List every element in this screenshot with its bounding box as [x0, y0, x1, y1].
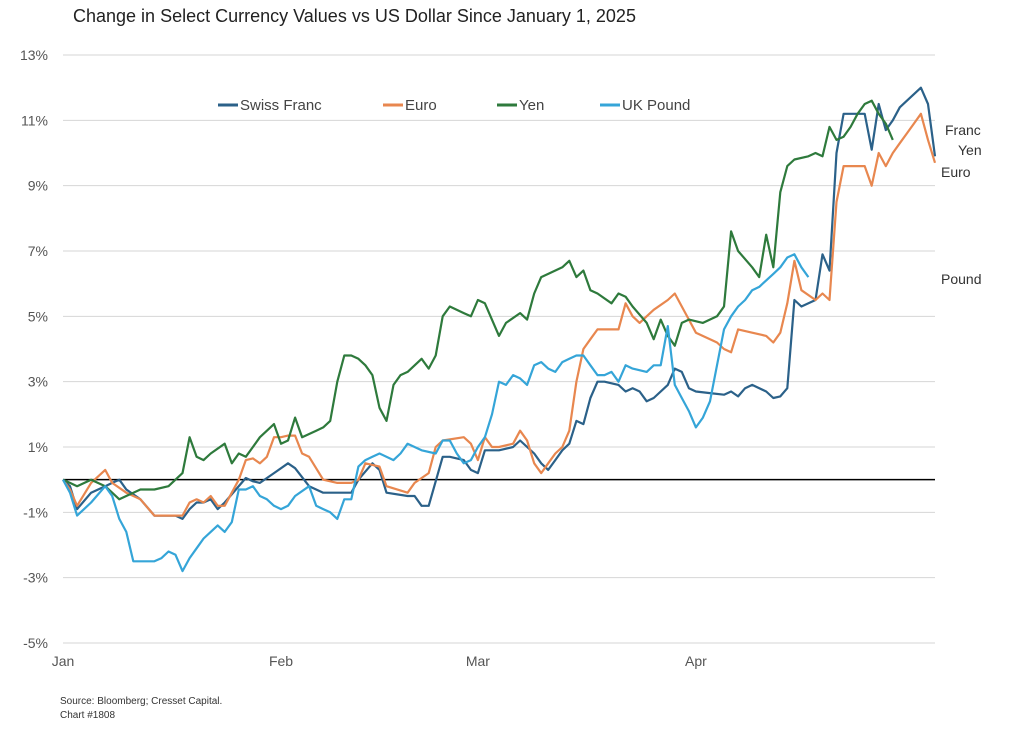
series-line-euro	[62, 112, 937, 517]
end-label: Yen	[958, 142, 982, 158]
x-axis-ticks: Jan Feb Mar Apr	[52, 653, 707, 669]
legend-label: Yen	[519, 97, 544, 114]
y-tick-label: 3%	[28, 374, 48, 390]
end-label: Franc	[945, 122, 981, 138]
chart-title: Change in Select Currency Values vs US D…	[73, 6, 636, 26]
series-line-yen	[62, 99, 894, 501]
y-tick-label: -3%	[23, 570, 48, 586]
end-label: Euro	[941, 164, 971, 180]
x-tick-label: Apr	[685, 653, 707, 669]
source-note: Source: Bloomberg; Cresset Capital.	[60, 696, 223, 707]
x-tick-label: Mar	[466, 653, 490, 669]
series-end-labels: Franc Euro Yen Pound	[941, 122, 982, 287]
y-tick-label: 1%	[28, 439, 48, 455]
legend-label: Euro	[405, 97, 437, 114]
legend: Swiss Franc Euro Yen UK Pound	[218, 97, 690, 114]
y-tick-label: 11%	[21, 112, 48, 128]
end-label: Pound	[941, 271, 981, 287]
y-tick-label: -5%	[23, 635, 48, 651]
x-tick-label: Feb	[269, 653, 293, 669]
y-tick-label: 5%	[28, 308, 48, 324]
series-line-swiss-franc	[62, 86, 937, 520]
y-tick-label: -1%	[23, 504, 48, 520]
y-tick-label: 13%	[20, 47, 48, 63]
legend-label: UK Pound	[622, 97, 690, 114]
series-line-uk-pound	[62, 253, 810, 573]
footer: Source: Bloomberg; Cresset Capital. Char…	[60, 695, 222, 723]
chart-id: Chart #1808	[60, 710, 116, 721]
x-tick-label: Jan	[52, 653, 75, 669]
y-tick-label: 9%	[28, 178, 48, 194]
y-axis-ticks: 13% 11% 9% 7% 5% 3% 1% -1% -3% -5%	[20, 47, 48, 651]
grid-lines	[63, 54, 935, 644]
series-lines	[62, 86, 937, 573]
y-tick-label: 7%	[28, 243, 48, 259]
legend-label: Swiss Franc	[240, 97, 322, 114]
